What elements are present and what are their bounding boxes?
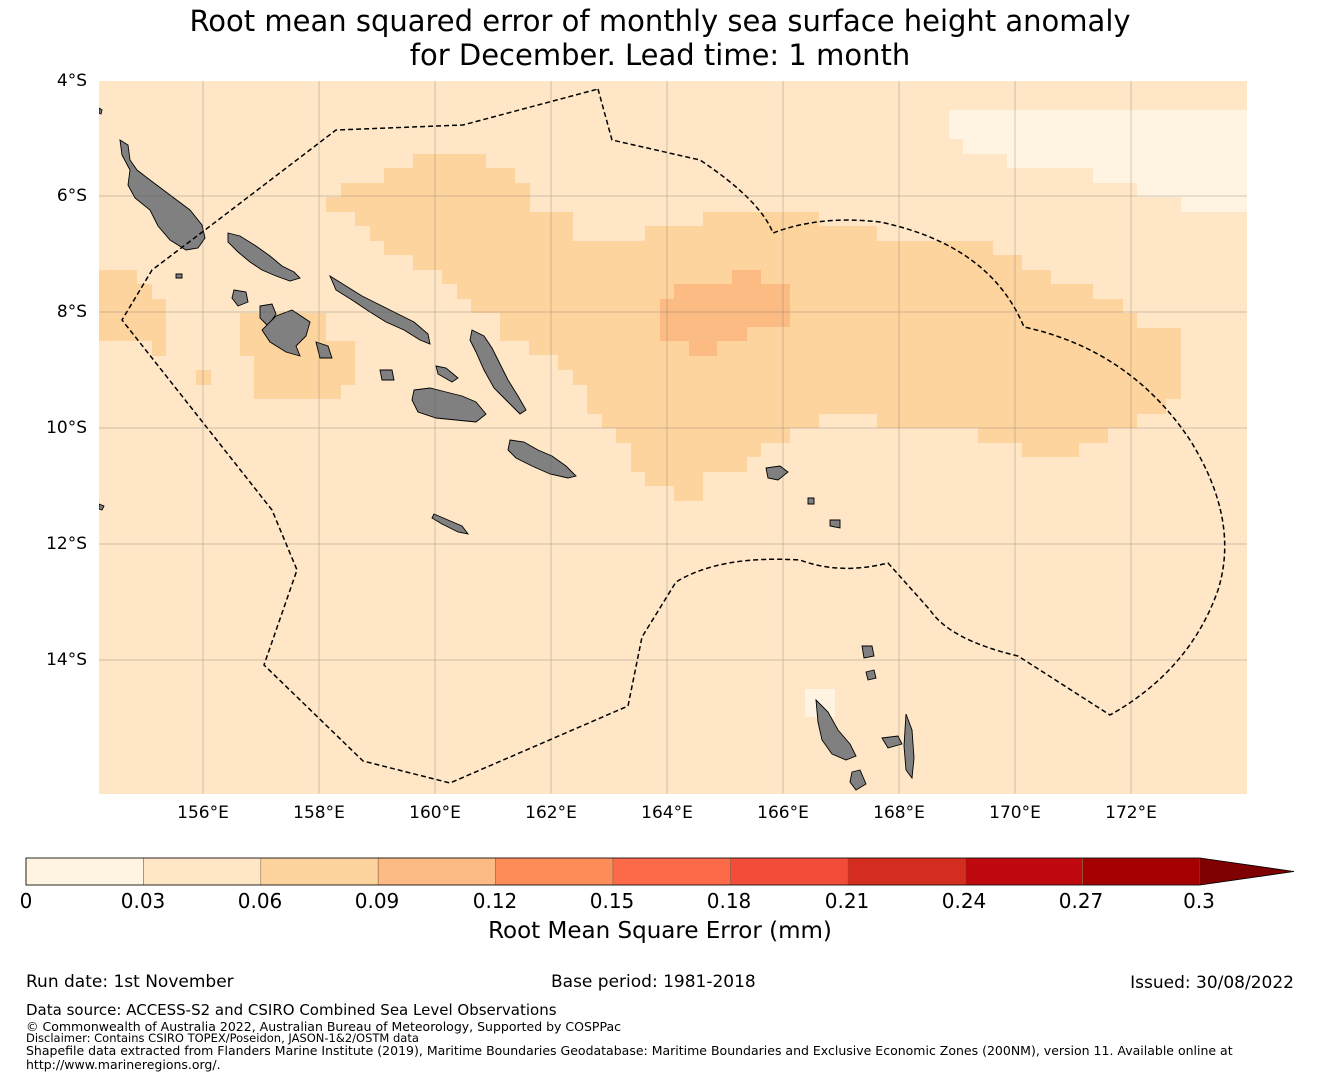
map-panel bbox=[99, 81, 1247, 794]
data-source: Data source: ACCESS-S2 and CSIRO Combine… bbox=[26, 1001, 557, 1019]
run-date: Run date: 1st November bbox=[26, 972, 234, 992]
map-title: Root mean squared error of monthly sea s… bbox=[0, 4, 1320, 72]
eez-boundary-line bbox=[121, 88, 1226, 784]
colorbar-tick-label: 0 bbox=[19, 889, 33, 913]
lon-tick-label: 168°E bbox=[873, 803, 925, 823]
rmse-field-lowest-ne bbox=[949, 110, 1247, 212]
colorbar-segment bbox=[1082, 857, 1201, 886]
colorbar-segment bbox=[964, 857, 1083, 886]
title-line-2: for December. Lead time: 1 month bbox=[409, 38, 911, 72]
colorbar-tick-label: 0.12 bbox=[472, 889, 518, 913]
map-gridlines bbox=[99, 81, 1247, 794]
colorbar-segment bbox=[25, 857, 144, 886]
colorbar-tick-label: 0.15 bbox=[589, 889, 635, 913]
colorbar-tick-label: 0.24 bbox=[941, 889, 987, 913]
lon-tick-label: 172°E bbox=[1105, 803, 1157, 823]
rmse-field-mid-dot bbox=[196, 370, 211, 385]
lon-tick-label: 166°E bbox=[757, 803, 809, 823]
colorbar-segment bbox=[260, 857, 379, 886]
colorbar-segment bbox=[143, 857, 262, 886]
lon-tick-label: 156°E bbox=[177, 803, 229, 823]
colorbar-tick-label: 0.09 bbox=[354, 889, 400, 913]
lon-tick-label: 162°E bbox=[525, 803, 577, 823]
colorbar-tick-label: 0.3 bbox=[1183, 889, 1215, 913]
colorbar-segment bbox=[495, 857, 614, 886]
issued-date: Issued: 30/08/2022 bbox=[1130, 973, 1294, 993]
colorbar-outline bbox=[25, 857, 1295, 886]
colorbar-tick-label: 0.06 bbox=[237, 889, 283, 913]
colorbar-segment bbox=[377, 857, 496, 886]
colorbar-tick-label: 0.21 bbox=[824, 889, 870, 913]
lat-tick-label: 4°S bbox=[56, 71, 87, 91]
lat-tick-label: 8°S bbox=[56, 302, 87, 322]
copyright-note: © Commonwealth of Australia 2022, Austra… bbox=[26, 1019, 621, 1034]
rmse-field-mid-west bbox=[99, 270, 166, 356]
shapefile-note: Shapefile data extracted from Flanders M… bbox=[26, 1043, 1233, 1058]
lat-tick-label: 12°S bbox=[46, 534, 87, 554]
disclaimer-note: Disclaimer: Contains CSIRO TOPEX/Poseido… bbox=[26, 1031, 419, 1045]
lat-tick-label: 10°S bbox=[46, 418, 87, 438]
land-masses bbox=[99, 107, 915, 791]
lon-tick-label: 164°E bbox=[641, 803, 693, 823]
lon-tick-label: 170°E bbox=[989, 803, 1041, 823]
colorbar-tick-label: 0.03 bbox=[120, 889, 166, 913]
marineregions-url: http://www.marineregions.org/. bbox=[26, 1057, 221, 1072]
colorbar-title: Root Mean Square Error (mm) bbox=[488, 918, 832, 944]
lat-tick-label: 14°S bbox=[46, 650, 87, 670]
lat-tick-label: 6°S bbox=[56, 186, 87, 206]
rmse-field-high-core bbox=[660, 270, 790, 356]
base-period: Base period: 1981-2018 bbox=[551, 972, 756, 992]
colorbar-segment bbox=[612, 857, 731, 886]
colorbar-segment bbox=[730, 857, 849, 886]
lon-tick-label: 158°E bbox=[293, 803, 345, 823]
colorbar bbox=[25, 857, 1295, 886]
title-line-1: Root mean squared error of monthly sea s… bbox=[189, 4, 1131, 38]
colorbar-extend-arrow bbox=[1200, 858, 1294, 885]
colorbar-tick-label: 0.18 bbox=[706, 889, 752, 913]
lon-tick-label: 160°E bbox=[409, 803, 461, 823]
rmse-field-mid-band bbox=[326, 154, 1181, 501]
colorbar-tick-label: 0.27 bbox=[1058, 889, 1104, 913]
colorbar-segment bbox=[847, 857, 966, 886]
